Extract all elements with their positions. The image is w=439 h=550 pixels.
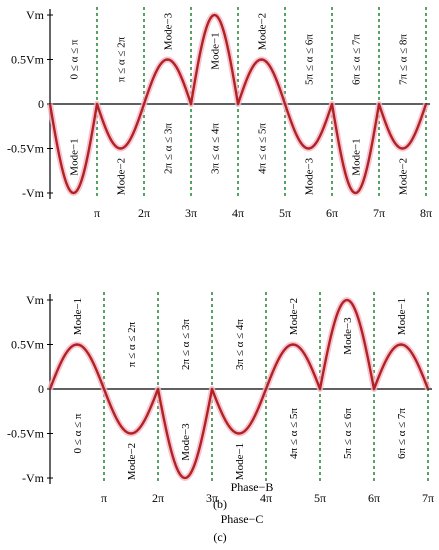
phase-c-interval-range-label: π ≤ α ≤ 2π [126, 321, 138, 367]
phase-b-x-tick-label: 5π [279, 206, 291, 220]
phase-b-waveform-line [48, 13, 428, 195]
phase-c-interval-range-label: 4π ≤ α ≤ 5π [288, 408, 300, 459]
phase-b-interval-range-label: 4π ≤ α ≤ 5π [257, 123, 269, 174]
phase-c-interval-range-label: 6π ≤ α ≤ 7π [396, 408, 408, 459]
phase-b-x-tick-label: 3π [185, 206, 197, 220]
phase-b-mode-label: Mode−3 [304, 157, 316, 195]
phase-b-interval-range-label: π ≤ α ≤ 2π [116, 36, 128, 82]
phase-b-x-tick-label: 7π [373, 206, 385, 220]
phase-b-range-labels: 0 ≤ α ≤ π π ≤ α ≤ 2π 2π ≤ α ≤ 3π 3π ≤ α ≤ 4… [69, 34, 410, 174]
phase-b-panel: Vm 0.5Vm 0 -0.5Vm -Vm π 2π 3π 4π 5π 6π 7π 8π 0 ≤ α … [7, 7, 432, 511]
phase-c-x-tick-label: 5π [314, 491, 326, 505]
phase-b-y-tick-label: -Vm [22, 186, 45, 200]
phase-c-y-tick-labels: Vm 0.5Vm 0 -0.5Vm -Vm [7, 293, 45, 485]
phase-b-mode-label: Mode−2 [116, 158, 128, 195]
phase-c-interval-range-label: 2π ≤ α ≤ 3π [180, 319, 192, 370]
phase-c-y-tick-label: -0.5Vm [7, 427, 45, 441]
phase-c-interval-range-label: 5π ≤ α ≤ 6π [342, 408, 354, 459]
phase-b-x-tick-label: π [94, 206, 100, 220]
phase-c-mode-label: Mode−1 [396, 298, 408, 335]
phase-c-x-axis-label: Phase−C [221, 512, 264, 526]
phase-c-x-tick-label: 6π [368, 491, 380, 505]
phase-b-panel-label: (b) [213, 497, 227, 511]
phase-c-mode-label: Mode−3 [342, 317, 354, 355]
phase-b-mode-label: Mode−2 [257, 13, 269, 50]
phase-c-x-tick-label: 7π [422, 491, 434, 505]
phase-b-interval-range-label: 2π ≤ α ≤ 3π [163, 123, 175, 174]
phase-c-range-labels: 0 ≤ α ≤ π π ≤ α ≤ 2π 2π ≤ α ≤ 3π 3π ≤ α ≤ 4… [72, 319, 408, 459]
phase-b-interval-dividers [96, 7, 427, 197]
phase-c-interval-range-label: 3π ≤ α ≤ 4π [234, 319, 246, 370]
phase-b-y-tick-label: 0.5Vm [11, 53, 45, 67]
phase-b-y-tick-labels: Vm 0.5Vm 0 -0.5Vm -Vm [7, 8, 45, 200]
phase-b-y-tick-label: Vm [26, 8, 45, 22]
phase-c-mode-label: Mode−3 [180, 423, 192, 461]
phase-c-interval-range-label: 0 ≤ α ≤ π [72, 413, 84, 453]
phase-c-y-tick-label: -Vm [22, 471, 45, 485]
phase-b-mode-label: Mode−3 [163, 12, 175, 50]
phase-c-mode-label: Mode−1 [234, 443, 246, 480]
phase-c-mode-labels: Mode−1 Mode−2 Mode−3 Mode−1 Mode−2 Mode−3 Mode… [72, 298, 408, 480]
phase-b-interval-range-label: 0 ≤ α ≤ π [69, 39, 81, 79]
phase-c-x-tick-label: 3π [206, 491, 218, 505]
phase-c-mode-label: Mode−2 [288, 298, 300, 335]
phase-b-x-tick-labels: π 2π 3π 4π 5π 6π 7π 8π [94, 206, 432, 220]
phase-c-waveform [47, 297, 431, 481]
phase-c-y-tick-label: 0.5Vm [11, 338, 45, 352]
phase-b-interval-range-label: 6π ≤ α ≤ 7π [351, 34, 363, 85]
phase-b-mode-label: Mode−1 [351, 138, 363, 175]
phase-c-y-tick-label: 0 [38, 382, 44, 396]
phase-c-panel-label: (c) [213, 530, 226, 544]
phase-b-mode-label: Mode−2 [398, 158, 410, 195]
phase-c-x-tick-labels: π 2π 3π 4π 5π 6π 7π [101, 491, 434, 505]
phase-b-y-tick-label: 0 [38, 97, 44, 111]
phase-b-x-tick-label: 8π [420, 206, 432, 220]
phase-b-y-tick-label: -0.5Vm [7, 142, 45, 156]
phase-b-x-tick-label: 6π [326, 206, 338, 220]
phase-c-x-tick-label: 4π [260, 491, 272, 505]
phase-c-interval-dividers [103, 292, 429, 482]
phase-c-y-tick-label: Vm [26, 293, 45, 307]
phase-b-x-axis-label: Phase−B [231, 480, 274, 494]
phase-c-mode-label: Mode−1 [72, 298, 84, 335]
phase-b-interval-range-label: 5π ≤ α ≤ 6π [304, 34, 316, 85]
phase-c-x-tick-label: 2π [152, 491, 164, 505]
phase-b-mode-labels: Mode−1 Mode−2 Mode−3 Mode−1 Mode−2 Mode−3 Mode… [69, 12, 410, 195]
phase-b-x-tick-label: 2π [138, 206, 150, 220]
phase-b-waveform [47, 12, 429, 196]
phase-c-mode-label: Mode−2 [126, 443, 138, 480]
phase-b-mode-label: Mode−1 [69, 138, 81, 175]
phase-c-panel: Vm 0.5Vm 0 -0.5Vm -Vm π 2π 3π 4π 5π 6π 7π 0 ≤ α ≤ … [7, 292, 434, 544]
phase-b-interval-range-label: 3π ≤ α ≤ 4π [210, 123, 222, 174]
phase-b-interval-range-label: 7π ≤ α ≤ 8π [398, 34, 410, 85]
phase-b-x-tick-label: 4π [232, 206, 244, 220]
phase-b-mode-label: Mode−1 [210, 32, 222, 69]
phase-c-waveform-line [48, 298, 430, 480]
phase-c-x-tick-label: π [101, 491, 107, 505]
